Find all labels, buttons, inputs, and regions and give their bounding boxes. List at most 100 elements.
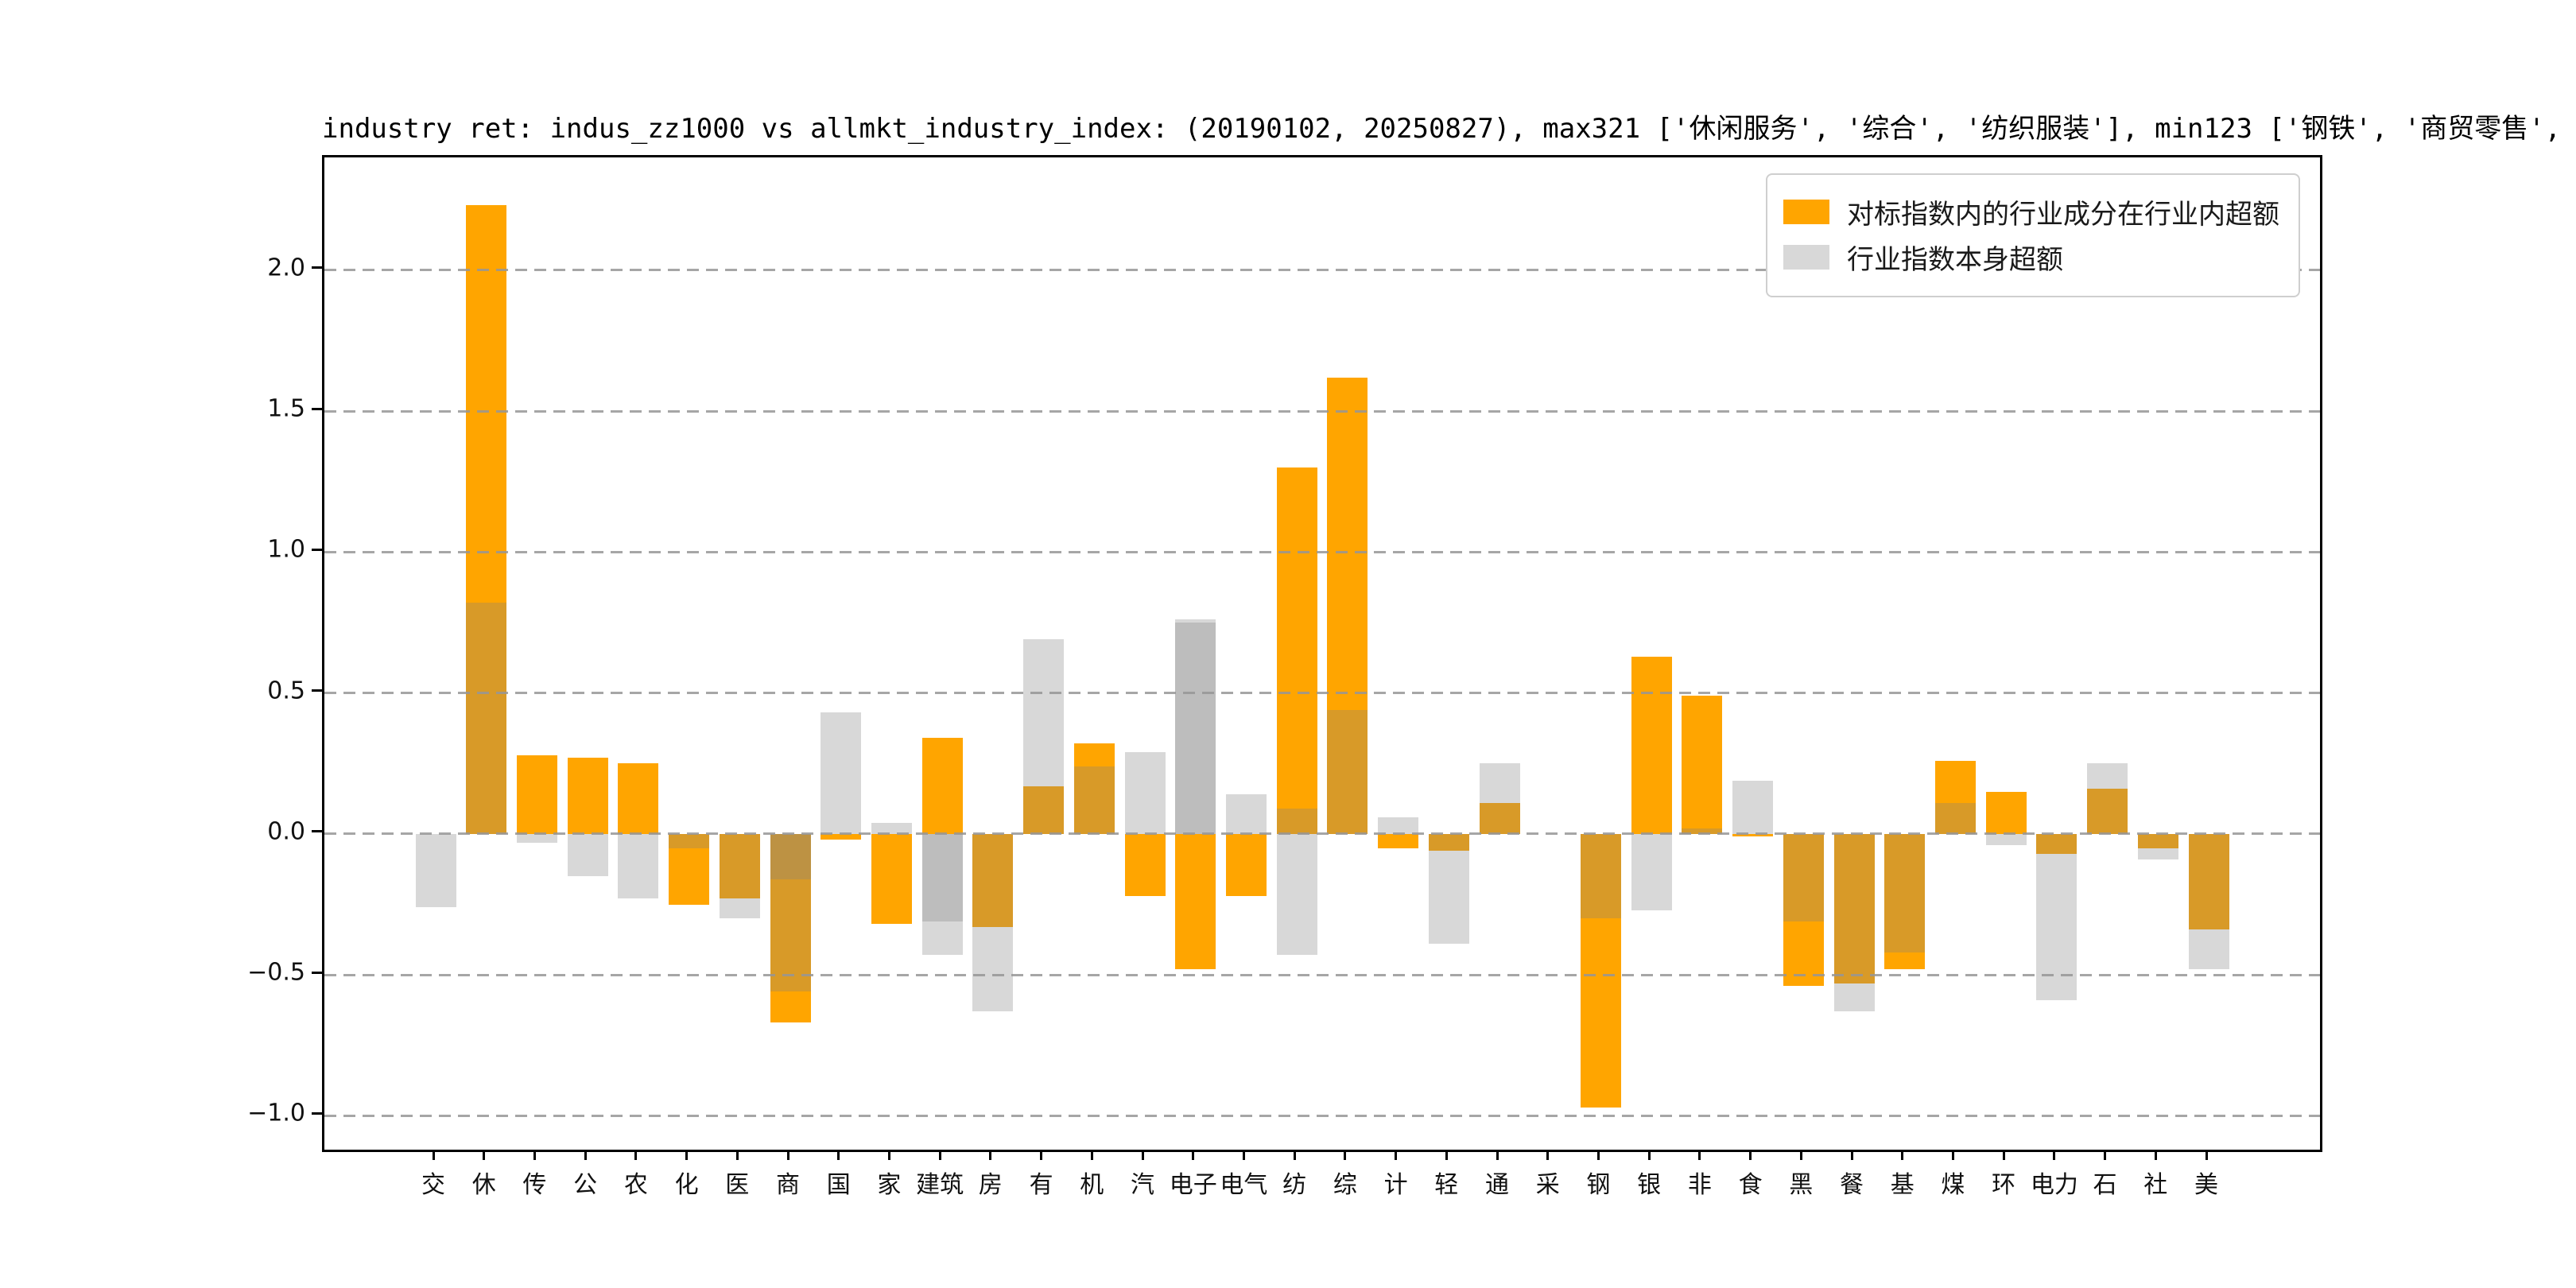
xtick-mark-交 [432, 1150, 435, 1160]
bar-非-series0 [1682, 696, 1723, 834]
xtick-label-有: 有 [1029, 1171, 1053, 1199]
bar-有-series0 [1023, 786, 1065, 834]
xtick-label-煤: 煤 [1941, 1171, 1965, 1199]
bar-休-series1 [466, 603, 507, 834]
bar-公-series1 [567, 833, 608, 877]
xtick-label-电力: 电力 [2030, 1171, 2078, 1199]
bar-建筑-series1 [921, 833, 963, 956]
ytick-label-1: 1.0 [267, 535, 305, 564]
xtick-mark-环 [2002, 1150, 2005, 1160]
bar-医-series1 [719, 833, 760, 919]
xtick-mark-通 [1496, 1150, 1499, 1160]
xtick-mark-非 [1698, 1150, 1701, 1160]
bar-计-series1 [1378, 817, 1419, 834]
xtick-label-非: 非 [1687, 1171, 1712, 1199]
bar-化-series0 [669, 833, 710, 905]
xtick-label-农: 农 [623, 1171, 648, 1199]
bar-交-series1 [415, 833, 456, 908]
bar-纺-series2 [1276, 809, 1317, 834]
legend-swatch-gray [1783, 245, 1829, 270]
bar-环-series0 [1985, 791, 2027, 834]
ytick-label--1: −1.0 [247, 1099, 305, 1127]
bar-黑-series1 [1783, 833, 1824, 921]
xtick-label-通: 通 [1485, 1171, 1509, 1199]
xtick-label-公: 公 [573, 1171, 598, 1199]
xtick-label-社: 社 [2143, 1171, 2168, 1199]
bar-电子-series1 [1175, 619, 1216, 834]
gridline--0.5 [324, 973, 2320, 976]
bar-餐-series1 [1833, 833, 1875, 1012]
bar-银-series0 [1631, 656, 1672, 834]
xtick-mark-美 [2205, 1150, 2208, 1160]
xtick-mark-建筑 [938, 1150, 941, 1160]
legend: 对标指数内的行业成分在行业内超额 行业指数本身超额 [1766, 173, 2300, 297]
ytick-label-0.5: 0.5 [267, 677, 305, 705]
xtick-mark-黑 [1799, 1150, 1802, 1160]
legend-row-orange: 对标指数内的行业成分在行业内超额 [1783, 192, 2279, 231]
bar-轻-series1 [1428, 833, 1469, 945]
ytick-mark-0.5 [312, 689, 322, 692]
xtick-label-餐: 餐 [1840, 1171, 1864, 1199]
bar-电气-series0 [1225, 833, 1267, 896]
ytick-mark-1.5 [312, 407, 322, 410]
ytick-label-1.5: 1.5 [267, 394, 305, 423]
xtick-label-钢: 钢 [1586, 1171, 1611, 1199]
xtick-mark-房 [989, 1150, 992, 1160]
xtick-mark-传 [533, 1150, 536, 1160]
xtick-mark-餐 [1850, 1150, 1853, 1160]
gridline-0 [324, 832, 2320, 836]
xtick-label-汽: 汽 [1131, 1171, 1154, 1199]
bar-电子-series2 [1175, 623, 1216, 834]
gridline-0.5 [324, 692, 2320, 695]
xtick-mark-银 [1647, 1150, 1651, 1160]
xtick-label-美: 美 [2194, 1171, 2218, 1199]
bar-休-series0 [466, 205, 507, 834]
plot-area: 对标指数内的行业成分在行业内超额 行业指数本身超额 [322, 155, 2322, 1152]
xtick-mark-食 [1749, 1150, 1752, 1160]
xtick-label-计: 计 [1383, 1171, 1408, 1199]
xtick-label-休: 休 [471, 1171, 496, 1199]
bar-建筑-series2 [921, 833, 963, 921]
xtick-mark-采 [1546, 1150, 1550, 1160]
xtick-label-传: 传 [522, 1171, 547, 1199]
bar-商-series1 [770, 833, 811, 992]
bar-银-series1 [1631, 833, 1672, 910]
bar-汽-series1 [1124, 752, 1166, 834]
ytick-label-0: 0.0 [267, 817, 305, 846]
xtick-label-电气: 电气 [1220, 1171, 1268, 1199]
bar-纺-series0 [1276, 467, 1317, 834]
bar-家-series0 [871, 833, 912, 925]
xtick-mark-医 [735, 1150, 739, 1160]
bar-农-series1 [618, 833, 659, 899]
bar-化-series1 [669, 833, 710, 848]
xtick-label-黑: 黑 [1789, 1171, 1814, 1199]
xtick-label-环: 环 [1992, 1171, 2016, 1199]
xtick-label-轻: 轻 [1434, 1171, 1459, 1199]
xtick-mark-有 [1040, 1150, 1043, 1160]
ytick-label--0.5: −0.5 [247, 958, 305, 987]
bar-轻-series0 [1428, 833, 1469, 852]
xtick-mark-机 [1090, 1150, 1093, 1160]
bar-建筑-series0 [921, 738, 963, 834]
xtick-label-电子: 电子 [1169, 1171, 1217, 1199]
xtick-label-商: 商 [776, 1171, 800, 1199]
bar-黑-series0 [1783, 833, 1824, 987]
xtick-label-交: 交 [421, 1171, 445, 1199]
gridline-2 [324, 269, 2320, 272]
xtick-label-医: 医 [725, 1171, 750, 1199]
bar-计-series0 [1378, 833, 1419, 848]
legend-label-orange: 对标指数内的行业成分在行业内超额 [1847, 199, 2279, 231]
bar-纺-series1 [1276, 833, 1317, 956]
xtick-mark-轻 [1445, 1150, 1448, 1160]
xtick-mark-基 [1901, 1150, 1904, 1160]
bar-社-series1 [2137, 833, 2178, 859]
bar-商-series2 [770, 833, 811, 879]
xtick-label-建筑: 建筑 [916, 1171, 964, 1199]
xtick-mark-家 [887, 1150, 890, 1160]
bar-农-series0 [618, 763, 659, 834]
xtick-mark-汽 [1141, 1150, 1144, 1160]
bar-国-series0 [821, 833, 862, 840]
xtick-mark-电力 [2053, 1150, 2056, 1160]
gridline-1 [324, 550, 2320, 553]
xtick-mark-综 [1344, 1150, 1347, 1160]
